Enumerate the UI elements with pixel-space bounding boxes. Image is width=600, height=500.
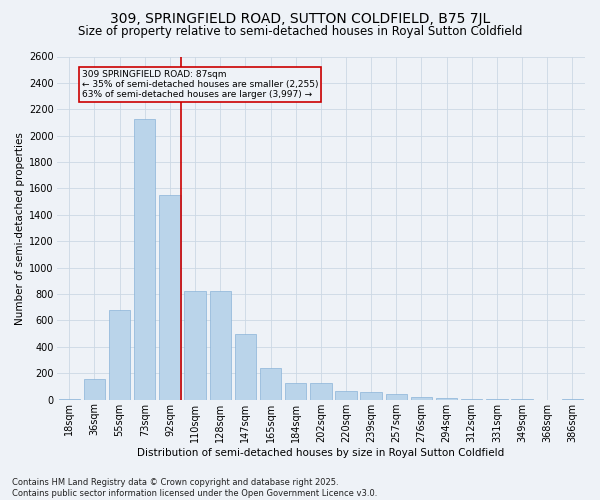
- Bar: [461, 398, 482, 400]
- Text: 309 SPRINGFIELD ROAD: 87sqm
← 35% of semi-detached houses are smaller (2,255)
63: 309 SPRINGFIELD ROAD: 87sqm ← 35% of sem…: [82, 70, 319, 100]
- Bar: [134, 118, 155, 400]
- Bar: [84, 378, 105, 400]
- Bar: [411, 397, 432, 400]
- Bar: [310, 383, 332, 400]
- Bar: [159, 195, 181, 400]
- Bar: [260, 368, 281, 400]
- Bar: [436, 398, 457, 400]
- Bar: [59, 398, 80, 400]
- Text: Contains HM Land Registry data © Crown copyright and database right 2025.
Contai: Contains HM Land Registry data © Crown c…: [12, 478, 377, 498]
- Bar: [235, 334, 256, 400]
- Bar: [285, 383, 307, 400]
- Bar: [209, 292, 231, 400]
- Text: Size of property relative to semi-detached houses in Royal Sutton Coldfield: Size of property relative to semi-detach…: [78, 25, 522, 38]
- Bar: [361, 392, 382, 400]
- Bar: [109, 310, 130, 400]
- Bar: [386, 394, 407, 400]
- Bar: [184, 292, 206, 400]
- Y-axis label: Number of semi-detached properties: Number of semi-detached properties: [15, 132, 25, 324]
- X-axis label: Distribution of semi-detached houses by size in Royal Sutton Coldfield: Distribution of semi-detached houses by …: [137, 448, 505, 458]
- Bar: [335, 391, 356, 400]
- Text: 309, SPRINGFIELD ROAD, SUTTON COLDFIELD, B75 7JL: 309, SPRINGFIELD ROAD, SUTTON COLDFIELD,…: [110, 12, 490, 26]
